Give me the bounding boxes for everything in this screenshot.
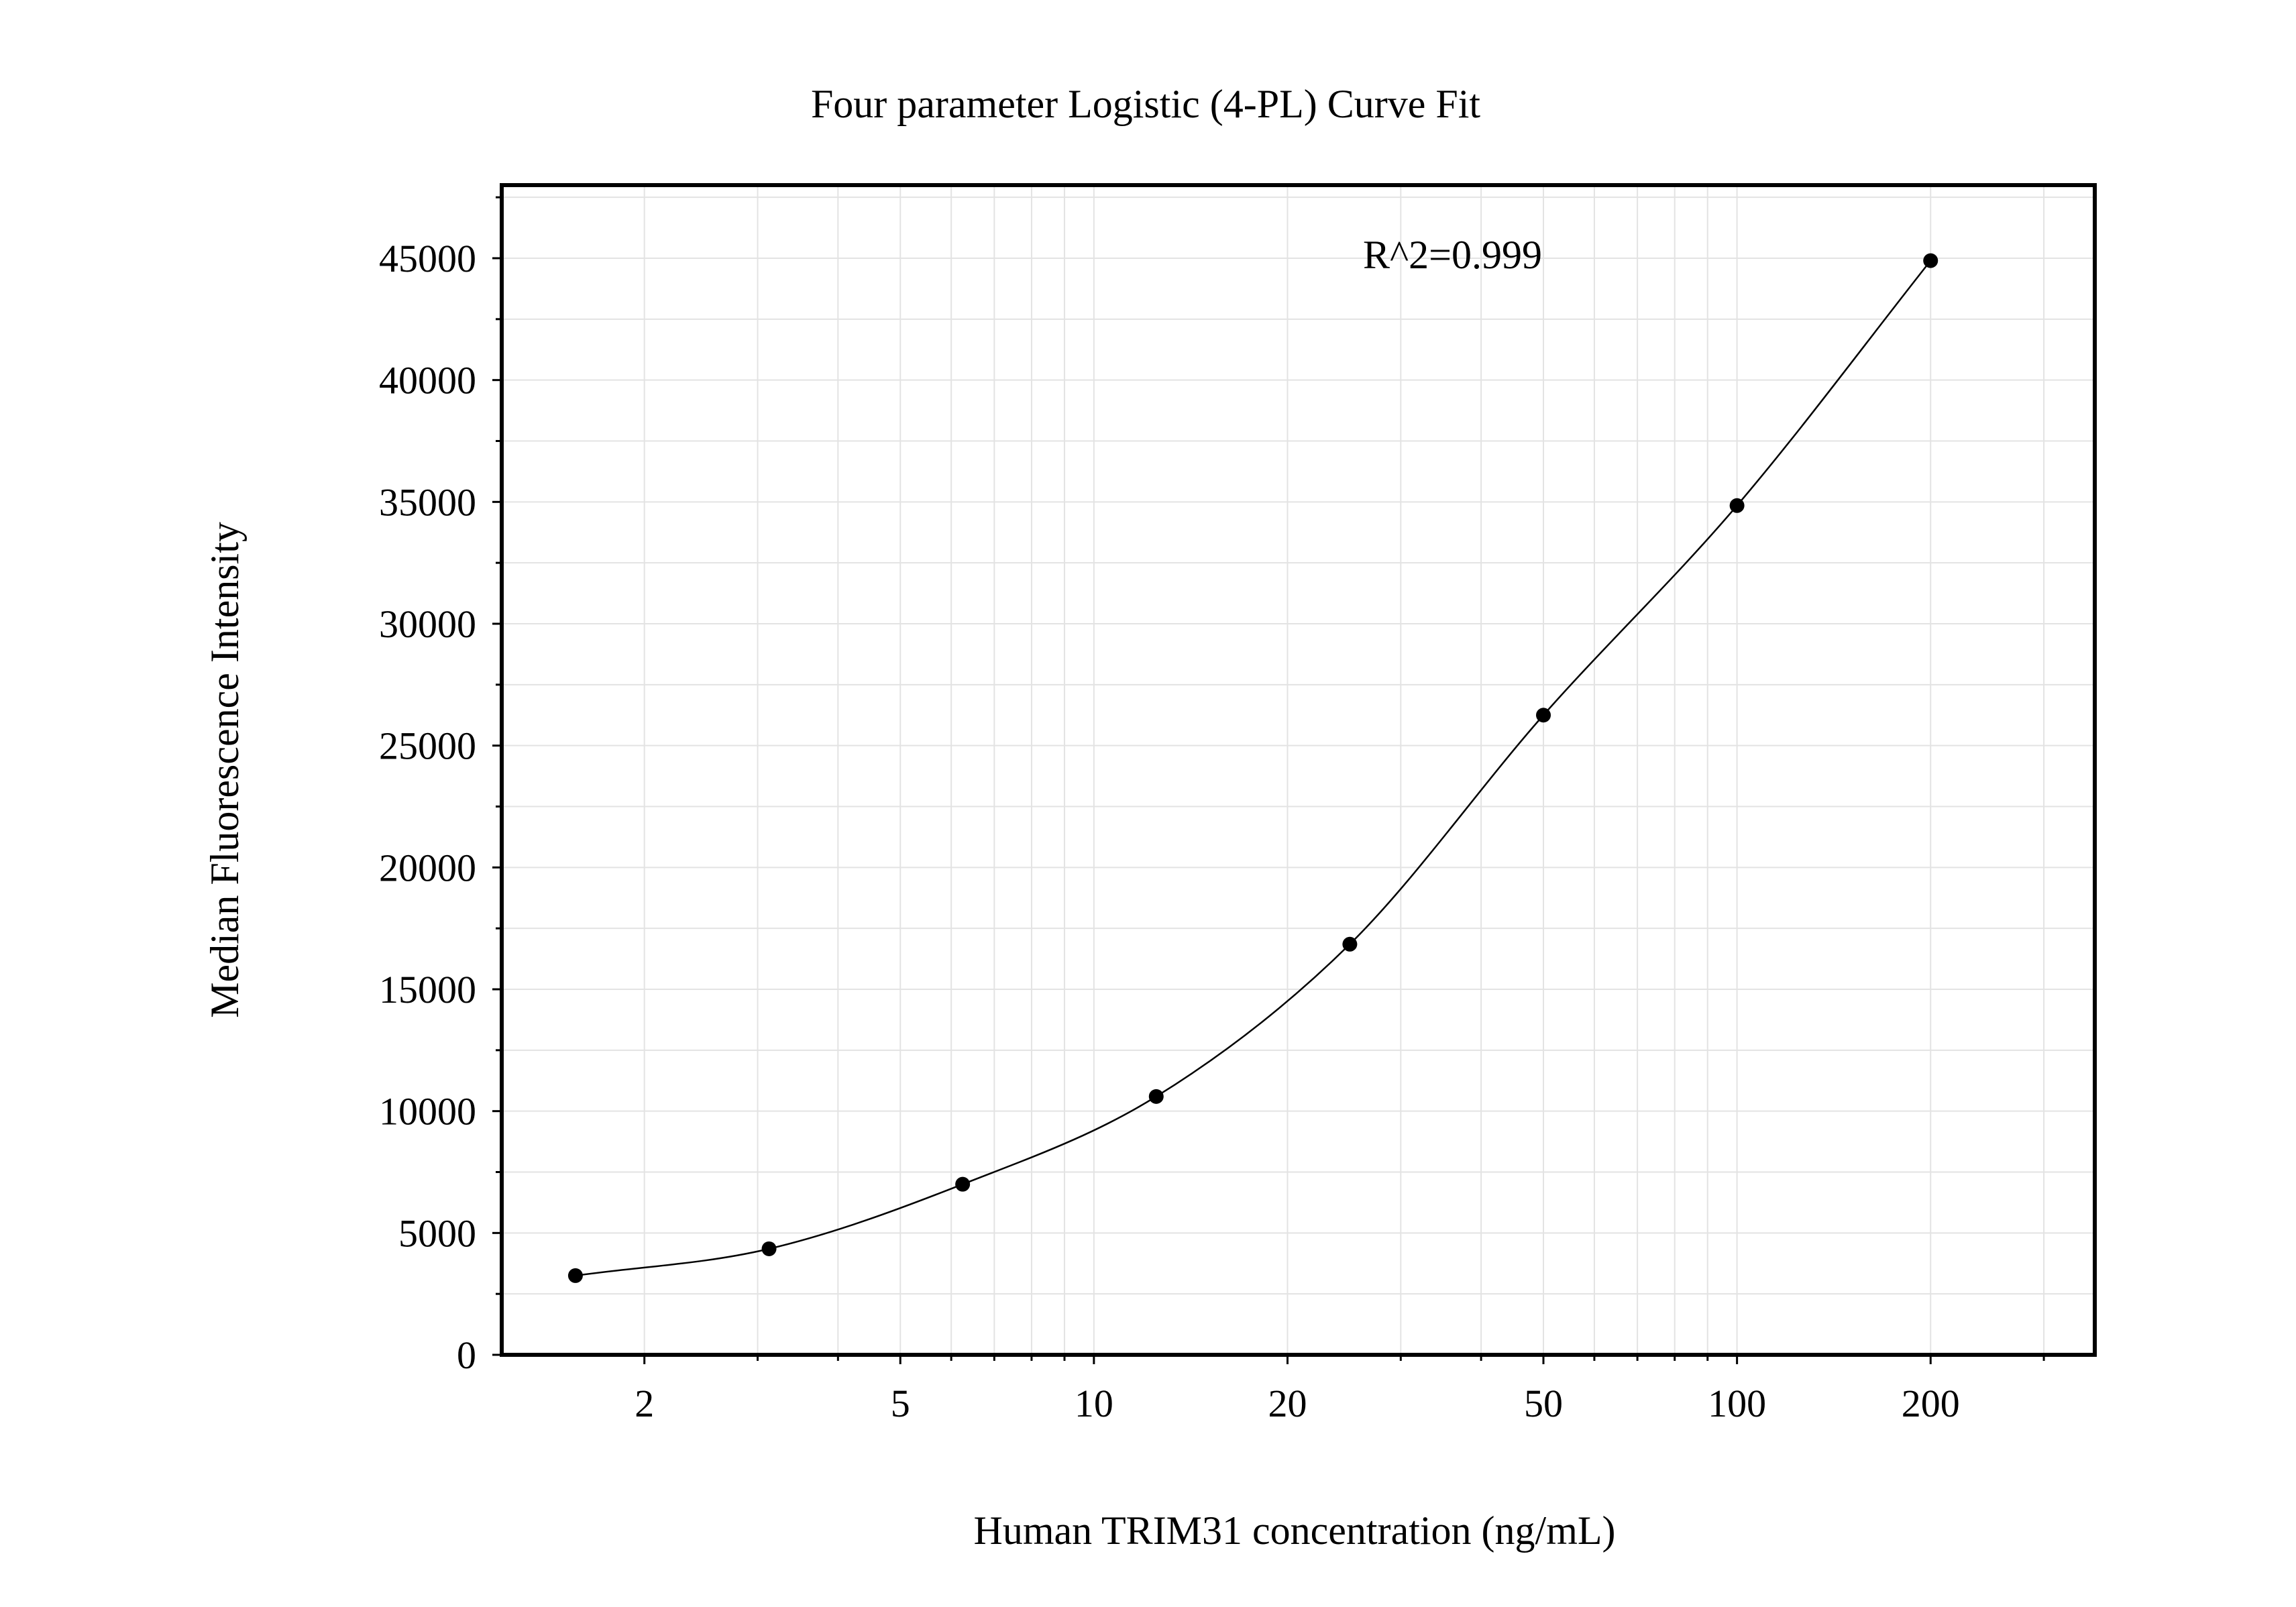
x-tick-label: 200	[1902, 1382, 1960, 1425]
axis-tick-labels: 2 5 10 20 50 100 200 0 5000 10000 15000 20000 25000 3…	[379, 237, 1960, 1425]
x-axis-label: Human TRIM31 concentration (ng/mL)	[973, 1508, 1615, 1553]
chart-title: Four parameter Logistic (4-PL) Curve Fit	[811, 82, 1480, 126]
y-tick-label: 0	[457, 1333, 476, 1377]
y-tick-label: 15000	[379, 968, 476, 1011]
data-point	[1342, 936, 1358, 952]
data-point	[567, 1268, 583, 1283]
data-point	[1923, 253, 1938, 268]
x-tick-label: 10	[1075, 1382, 1113, 1425]
y-tick-label: 5000	[398, 1211, 476, 1255]
x-tick-label: 20	[1268, 1382, 1307, 1425]
y-tick-label: 40000	[379, 359, 476, 402]
grid	[502, 185, 2095, 1355]
r-squared-annotation: R^2=0.999	[1363, 233, 1542, 277]
data-point	[955, 1176, 971, 1192]
data-point	[1729, 498, 1745, 513]
data-point	[761, 1241, 777, 1256]
plot-area-frame	[500, 183, 2097, 1357]
fit-curve	[575, 260, 1932, 1277]
y-tick-label: 35000	[379, 480, 476, 524]
y-tick-label: 25000	[379, 724, 476, 768]
y-tick-label: 20000	[379, 846, 476, 889]
x-tick-label: 50	[1524, 1382, 1563, 1425]
y-tick-label: 45000	[379, 237, 476, 280]
x-tick-label: 2	[635, 1382, 654, 1425]
x-tick-label: 100	[1708, 1382, 1766, 1425]
data-point	[1148, 1089, 1164, 1104]
y-axis-label: Median Fluorescence Intensity	[203, 522, 247, 1018]
axis-ticks	[492, 196, 2045, 1364]
y-tick-label: 10000	[379, 1090, 476, 1133]
x-tick-label: 5	[891, 1382, 910, 1425]
y-tick-label: 30000	[379, 602, 476, 646]
data-points	[567, 253, 1938, 1283]
data-point	[1536, 708, 1551, 723]
